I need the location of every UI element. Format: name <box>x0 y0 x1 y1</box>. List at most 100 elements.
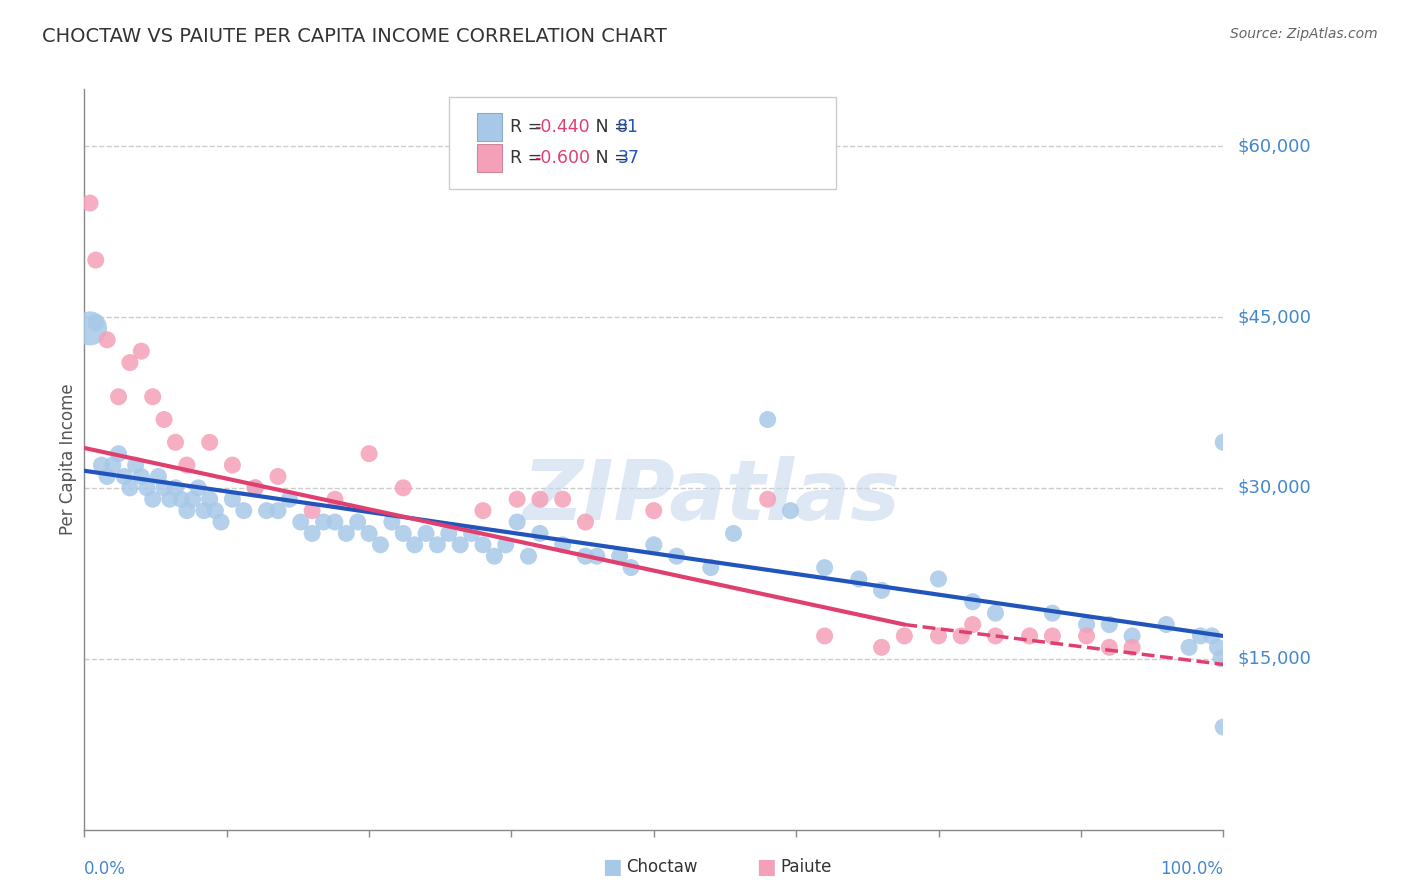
Text: Choctaw: Choctaw <box>626 858 697 876</box>
Point <box>928 629 950 643</box>
Y-axis label: Per Capita Income: Per Capita Income <box>59 384 77 535</box>
Point <box>290 515 312 529</box>
Point <box>950 629 973 643</box>
Point <box>814 560 837 574</box>
Text: R =: R = <box>510 118 548 136</box>
Point <box>472 538 495 552</box>
Text: N =: N = <box>579 118 634 136</box>
Point <box>176 458 198 472</box>
Point <box>312 515 335 529</box>
Point <box>323 515 346 529</box>
Point <box>232 503 254 517</box>
FancyBboxPatch shape <box>449 96 837 189</box>
Point <box>517 549 540 564</box>
Point <box>181 492 204 507</box>
Point <box>198 435 221 450</box>
Point <box>437 526 460 541</box>
Point <box>209 515 232 529</box>
Point <box>165 435 187 450</box>
Point <box>84 316 107 330</box>
Point <box>142 492 165 507</box>
Point <box>529 492 551 507</box>
Text: ■: ■ <box>756 857 776 877</box>
Point <box>551 492 574 507</box>
Point <box>529 526 551 541</box>
Point <box>609 549 631 564</box>
Point <box>1212 720 1234 734</box>
Text: $45,000: $45,000 <box>1237 308 1312 326</box>
Text: 0.0%: 0.0% <box>84 860 127 878</box>
Point <box>392 481 415 495</box>
Point <box>1121 640 1143 655</box>
Point <box>101 458 124 472</box>
Point <box>1042 606 1064 620</box>
Text: -0.600: -0.600 <box>534 149 591 167</box>
Point <box>620 560 643 574</box>
Point <box>1098 640 1121 655</box>
Text: ZIPatlas: ZIPatlas <box>522 456 900 537</box>
Point <box>96 469 118 483</box>
Point <box>1209 651 1232 665</box>
Point <box>426 538 449 552</box>
Point <box>118 355 141 369</box>
Point <box>221 458 243 472</box>
Point <box>1018 629 1040 643</box>
Point <box>170 492 193 507</box>
Point <box>148 469 170 483</box>
Point <box>124 458 146 472</box>
Point <box>449 538 471 552</box>
Point <box>165 481 187 495</box>
Point <box>96 333 118 347</box>
Point <box>723 526 745 541</box>
Point <box>893 629 915 643</box>
Point <box>370 538 392 552</box>
Point <box>153 481 176 495</box>
Point <box>118 481 141 495</box>
Bar <box>477 113 502 141</box>
Point <box>142 390 165 404</box>
Point <box>928 572 950 586</box>
Point <box>1042 629 1064 643</box>
Point <box>643 538 665 552</box>
Text: Paiute: Paiute <box>780 858 832 876</box>
Point <box>700 560 723 574</box>
Point <box>204 503 226 517</box>
Point <box>1156 617 1178 632</box>
Point <box>323 492 346 507</box>
Text: 37: 37 <box>617 149 640 167</box>
Point <box>107 390 129 404</box>
Text: $60,000: $60,000 <box>1237 137 1310 155</box>
Point <box>962 595 984 609</box>
Point <box>335 526 357 541</box>
Point <box>187 481 209 495</box>
Point <box>814 629 837 643</box>
Point <box>245 481 267 495</box>
Point <box>176 503 198 517</box>
Point <box>79 321 101 335</box>
Text: R =: R = <box>510 149 548 167</box>
Point <box>198 492 221 507</box>
Point <box>962 617 984 632</box>
Point <box>392 526 415 541</box>
Point <box>870 640 893 655</box>
Point <box>574 515 596 529</box>
Point <box>84 253 107 268</box>
Point <box>245 481 267 495</box>
Text: Source: ZipAtlas.com: Source: ZipAtlas.com <box>1230 27 1378 41</box>
Point <box>346 515 368 529</box>
Point <box>267 503 290 517</box>
Point <box>551 538 574 552</box>
Point <box>112 469 135 483</box>
Text: N =: N = <box>579 149 634 167</box>
Point <box>359 526 381 541</box>
Point <box>136 481 159 495</box>
Point <box>460 526 482 541</box>
Point <box>1098 617 1121 632</box>
Point <box>193 503 215 517</box>
Point <box>359 447 381 461</box>
Point <box>665 549 688 564</box>
Point <box>506 515 529 529</box>
Point <box>159 492 181 507</box>
Point <box>472 503 495 517</box>
Point <box>984 606 1007 620</box>
